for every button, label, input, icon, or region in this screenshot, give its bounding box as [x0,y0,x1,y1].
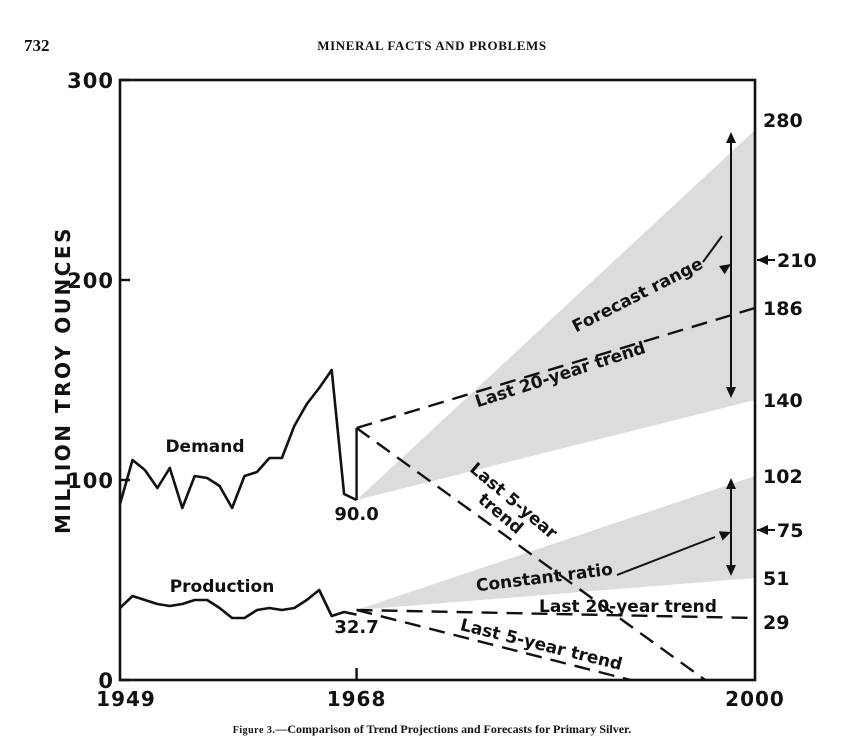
y-tick-label: 300 [67,69,114,93]
demand-last5-projection [355,427,706,681]
production-start-value: 32.7 [334,617,378,638]
x-tick-label: 2000 [725,687,785,711]
right-axis-value: 140 [763,390,803,412]
production-last20-label: Last 20-year trend [539,597,717,617]
right-axis-value: 51 [763,568,789,590]
production-range-arrow-bottom [726,565,736,576]
y-tick-label: 100 [67,469,114,493]
demand-label: Demand [165,437,244,457]
y-tick-label: 0 [98,669,114,693]
demand-range-arrow-bottom [726,387,736,398]
production-series-line [119,588,357,620]
right-axis-value: 29 [763,612,789,634]
demand-series-line [118,368,358,510]
running-head: MINERAL FACTS AND PROBLEMS [317,38,547,53]
constant-ratio-pointer-head [718,531,731,541]
production-last5-projection [356,608,631,682]
right-axis-value: 186 [763,298,803,320]
production-forecast-band [356,476,755,610]
right-value-arrow-head [757,255,768,265]
figure-caption: Figure 3.—Comparison of Trend Projection… [0,722,864,737]
right-axis-value: 102 [763,466,803,488]
y-axis-title: MILLION TROY OUNCES [51,226,75,534]
demand-start-value: 90.0 [334,504,378,525]
demand-range-arrow-top [726,132,736,143]
page-number: 732 [24,36,50,55]
caption-text: —Comparison of Trend Projections and For… [275,722,632,736]
right-value-arrow-head [757,525,768,535]
production-label: Production [170,577,275,597]
production-last20-projection [356,608,756,620]
production-last5-label: Last 5-year trend [458,615,624,675]
demand-forecast-band [356,130,755,500]
right-axis-value: 75 [777,520,803,542]
plot-frame [118,78,757,682]
caption-prefix: Figure 3. [232,725,276,736]
right-axis-value: 280 [763,110,803,132]
x-tick-label: 1949 [96,687,156,711]
x-tick-label: 1968 [327,687,387,711]
production-range-arrow-top [726,478,736,489]
forecast-range-pointer [702,235,723,263]
constant-ratio-pointer [616,536,716,576]
y-tick-label: 200 [67,269,114,293]
demand-last20-projection [356,306,756,430]
right-axis-value: 210 [777,250,817,272]
forecast-range-pointer-head [719,264,731,275]
